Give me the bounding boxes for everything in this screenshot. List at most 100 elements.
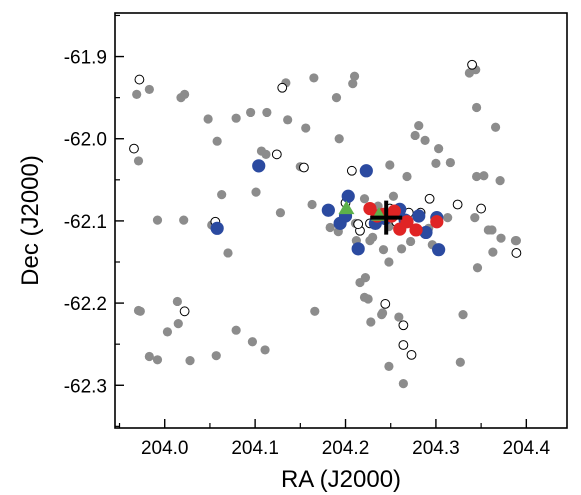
data-point bbox=[275, 208, 286, 218]
data-point bbox=[135, 306, 145, 316]
data-point-open bbox=[380, 299, 391, 309]
data-point-open bbox=[271, 149, 282, 160]
data-point bbox=[396, 244, 407, 254]
y-tick-label: -62.0 bbox=[64, 130, 107, 151]
data-point bbox=[488, 247, 498, 257]
data-point bbox=[431, 158, 441, 168]
data-point-open bbox=[476, 203, 487, 214]
data-point bbox=[496, 233, 506, 243]
data-point bbox=[349, 71, 360, 81]
data-point bbox=[252, 159, 266, 173]
data-point bbox=[325, 222, 335, 233]
data-point bbox=[410, 130, 420, 141]
data-point bbox=[132, 89, 142, 99]
data-point bbox=[212, 136, 222, 146]
y-tick-label: -62.3 bbox=[64, 376, 107, 397]
data-point bbox=[359, 164, 373, 178]
y-tick-label: -62.1 bbox=[64, 212, 107, 233]
x-tick-label: 204.4 bbox=[503, 438, 551, 459]
x-tick-label: 204.0 bbox=[141, 438, 189, 459]
data-point-open bbox=[398, 340, 409, 350]
data-point bbox=[398, 379, 408, 389]
data-point bbox=[172, 296, 182, 307]
x-tick-label: 204.1 bbox=[231, 438, 279, 459]
data-point bbox=[144, 351, 154, 362]
data-point bbox=[409, 223, 423, 237]
data-point bbox=[388, 191, 399, 201]
data-point bbox=[387, 204, 401, 218]
data-point bbox=[510, 236, 521, 246]
data-point bbox=[368, 232, 378, 242]
data-point bbox=[133, 156, 144, 166]
x-tick-label: 204.2 bbox=[322, 438, 370, 459]
data-point-open bbox=[134, 74, 145, 85]
data-point bbox=[321, 203, 335, 217]
data-points bbox=[129, 59, 522, 389]
data-point bbox=[348, 79, 358, 89]
data-point bbox=[470, 213, 480, 223]
data-point bbox=[378, 245, 389, 255]
y-axis-ticks: -61.9 -62.0 -62.1 -62.2 -62.3 bbox=[64, 14, 124, 427]
data-point bbox=[185, 356, 195, 366]
data-point bbox=[472, 263, 483, 273]
data-point bbox=[384, 361, 394, 371]
data-point-open bbox=[467, 59, 477, 70]
data-point bbox=[351, 242, 365, 256]
data-point-open bbox=[179, 306, 190, 317]
x-axis-ticks: 204.0 204.1 204.2 204.3 204.4 bbox=[118, 419, 551, 459]
data-point bbox=[385, 160, 395, 170]
data-point-triangle bbox=[338, 200, 355, 215]
series-5 bbox=[370, 200, 403, 235]
data-point bbox=[402, 171, 412, 182]
data-point bbox=[162, 327, 173, 337]
data-point-open bbox=[424, 193, 435, 204]
data-point bbox=[307, 199, 317, 210]
data-point bbox=[341, 189, 355, 203]
data-point bbox=[211, 351, 221, 361]
data-point bbox=[414, 120, 424, 131]
data-point bbox=[283, 115, 293, 125]
data-point bbox=[495, 176, 505, 186]
data-point bbox=[406, 236, 416, 247]
data-point bbox=[152, 355, 163, 365]
data-point bbox=[420, 135, 430, 145]
data-point bbox=[430, 215, 444, 229]
data-point bbox=[217, 190, 227, 200]
data-point bbox=[366, 317, 376, 327]
data-point bbox=[310, 306, 320, 316]
data-point-open bbox=[353, 219, 364, 230]
data-point bbox=[309, 73, 319, 83]
data-point bbox=[173, 319, 183, 329]
y-tick-label: -61.9 bbox=[64, 48, 107, 69]
data-point bbox=[179, 215, 189, 225]
data-point-open bbox=[346, 165, 357, 176]
data-point-open bbox=[511, 248, 522, 258]
series-0 bbox=[132, 65, 521, 389]
y-tick-label: -62.2 bbox=[64, 294, 107, 315]
data-point bbox=[384, 257, 394, 267]
data-point bbox=[355, 277, 365, 288]
data-point-open bbox=[452, 199, 463, 210]
y-axis-label: Dec (J2000) bbox=[17, 155, 44, 286]
data-point bbox=[432, 243, 446, 257]
x-axis-label: RA (J2000) bbox=[281, 466, 401, 493]
data-point bbox=[231, 325, 241, 335]
data-point bbox=[261, 149, 271, 159]
data-point bbox=[359, 292, 370, 302]
data-point bbox=[472, 171, 482, 182]
data-point-open bbox=[299, 162, 309, 173]
data-point bbox=[203, 114, 213, 124]
data-point bbox=[400, 215, 414, 229]
data-point bbox=[472, 102, 482, 113]
data-point bbox=[479, 171, 489, 181]
data-point-open bbox=[406, 349, 417, 360]
data-point bbox=[394, 312, 404, 322]
data-point bbox=[152, 215, 163, 225]
data-point bbox=[180, 89, 190, 99]
data-point-open bbox=[129, 143, 139, 154]
data-point bbox=[334, 134, 344, 144]
data-point bbox=[251, 187, 261, 197]
data-point bbox=[443, 213, 453, 223]
data-point bbox=[458, 309, 468, 320]
